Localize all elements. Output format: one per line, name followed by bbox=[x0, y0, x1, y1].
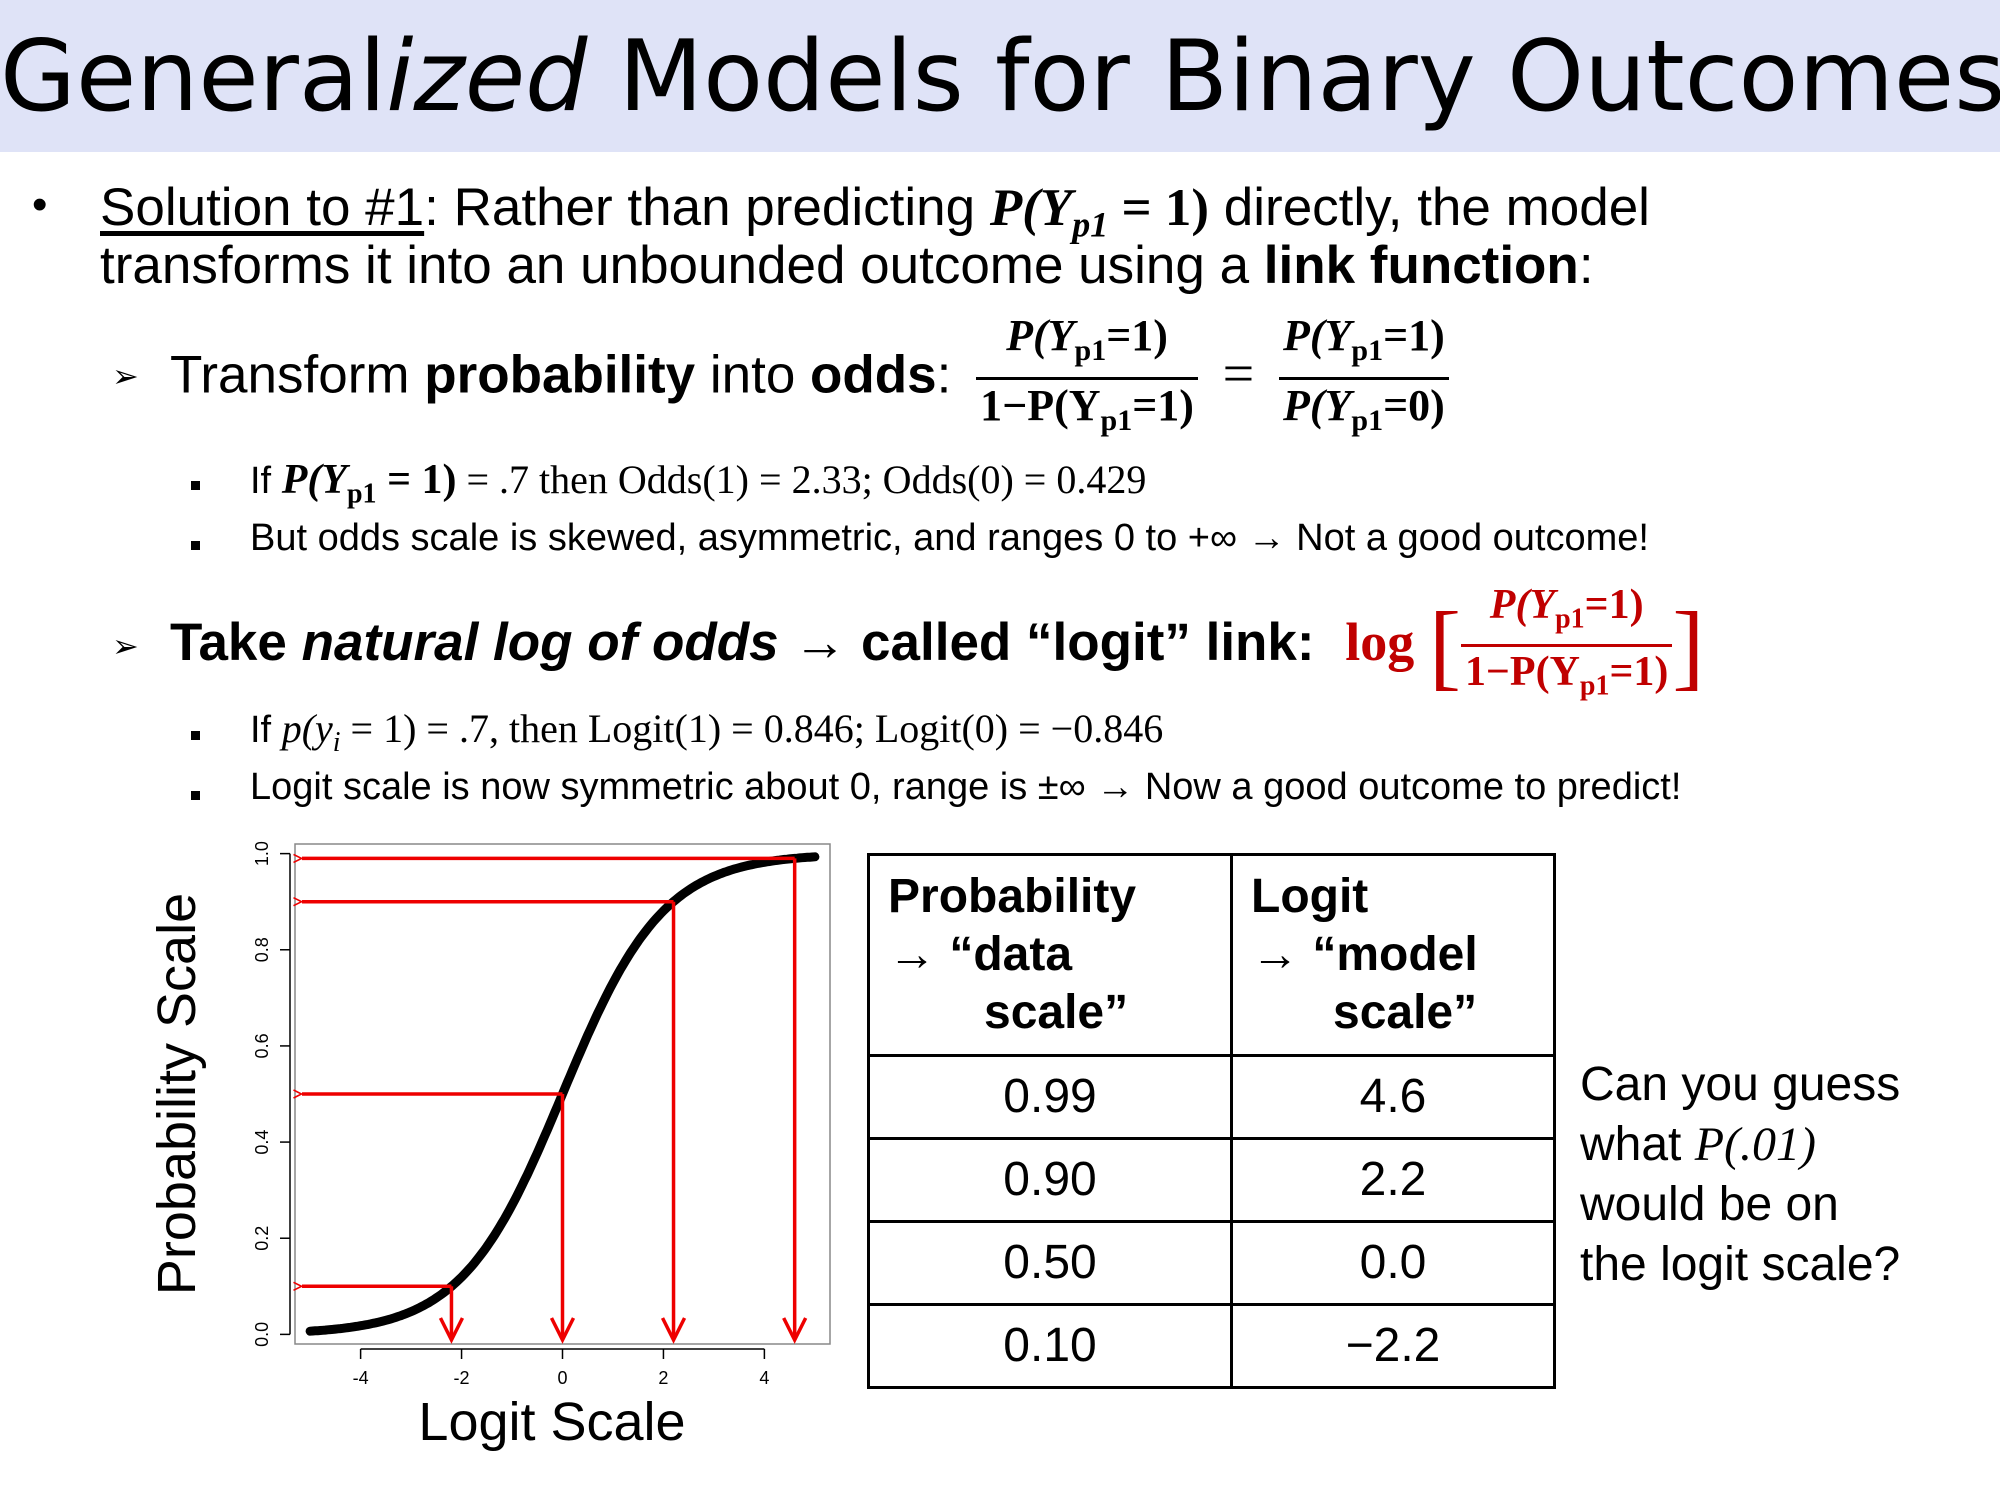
logit-fraction: P(Yp1=1) 1−P(Yp1=1) bbox=[1461, 580, 1673, 712]
header-probability: Probability → “data scale” bbox=[867, 853, 1233, 1057]
table-cell-logit: 0.0 bbox=[1230, 1220, 1556, 1306]
table-cell-probability: 0.10 bbox=[867, 1303, 1233, 1389]
sub-bullet-logit-example: If p(yi = 1) = .7, then Logit(1) = 0.846… bbox=[250, 706, 1164, 758]
table-cell-logit: 4.6 bbox=[1230, 1054, 1556, 1140]
x-tick-label: 0 bbox=[557, 1368, 567, 1388]
y-tick-label: 0.6 bbox=[252, 1033, 272, 1058]
logit-probability-chart: 0.0 0.2 0.4 0.6 0.8 1.0 -4 -2 0 2 4 Probability S… bbox=[147, 841, 831, 1452]
x-tick-label: 4 bbox=[759, 1368, 769, 1388]
sub-bullet-logit-scale: Logit scale is now symmetric about 0, ra… bbox=[250, 766, 1682, 808]
sub-bullet-odds-scale: But odds scale is skewed, asymmetric, an… bbox=[250, 517, 1649, 559]
square-bullet bbox=[191, 731, 200, 740]
y-tick-label: 0.2 bbox=[252, 1226, 272, 1251]
bullet-dot: • bbox=[32, 180, 48, 229]
y-tick-label: 1.0 bbox=[252, 841, 272, 866]
table-row: 0.50 0.0 bbox=[867, 1220, 1556, 1306]
table-cell-probability: 0.99 bbox=[867, 1054, 1233, 1140]
table-row: 0.90 2.2 bbox=[867, 1137, 1556, 1223]
title-bar bbox=[0, 0, 2000, 152]
table-cell-logit: −2.2 bbox=[1230, 1303, 1556, 1389]
odds-fraction-1: P(Yp1=1) 1−P(Yp1=1) bbox=[976, 310, 1198, 447]
square-bullet bbox=[191, 791, 200, 800]
arrow-head bbox=[438, 1317, 465, 1344]
arrow-head bbox=[782, 1317, 808, 1344]
sub-bullet-odds-example: If P(Yp1 = 1) = .7 then Odds(1) = 2.33; … bbox=[250, 457, 1147, 510]
arrow-head bbox=[549, 1317, 576, 1344]
odds-fraction-2: P(Yp1=1) P(Yp1=0) bbox=[1279, 310, 1449, 447]
y-tick-label: 0.8 bbox=[252, 937, 272, 962]
square-bullet bbox=[191, 481, 200, 490]
side-question: Can you guess what P(.01) would be on th… bbox=[1580, 1058, 1901, 1291]
square-bullet bbox=[191, 541, 200, 550]
table-cell-probability: 0.50 bbox=[867, 1220, 1233, 1306]
table-header-row: Probability → “data scale” Logit → “mode… bbox=[867, 853, 1556, 1057]
y-tick-label: 0.0 bbox=[252, 1322, 272, 1347]
y-tick-label: 0.4 bbox=[252, 1130, 272, 1155]
arrow-bullet-icon: ➢ bbox=[112, 358, 139, 394]
header-logit: Logit → “model scale” bbox=[1230, 853, 1556, 1057]
table-cell-logit: 2.2 bbox=[1230, 1137, 1556, 1223]
slide-title: Generalized Models for Binary Outcomes bbox=[0, 20, 2000, 134]
bullet1-line1: Solution to #1: Rather than predicting P… bbox=[100, 178, 1650, 245]
table-cell-probability: 0.90 bbox=[867, 1137, 1233, 1223]
bullet3-line: Take natural log of odds → called “logit… bbox=[170, 580, 1704, 712]
bullet1-line2: transforms it into an unbounded outcome … bbox=[100, 236, 1594, 295]
x-axis-label: Logit Scale bbox=[418, 1392, 685, 1452]
x-tick-label: -4 bbox=[353, 1368, 369, 1388]
arrow-head bbox=[660, 1317, 687, 1344]
table-row: 0.10 −2.2 bbox=[867, 1303, 1556, 1389]
y-axis-label: Probability Scale bbox=[147, 893, 207, 1295]
arrow-bullet-icon: ➢ bbox=[112, 628, 139, 664]
x-tick-label: -2 bbox=[454, 1368, 470, 1388]
table-row: 0.99 4.6 bbox=[867, 1054, 1556, 1140]
probability-logit-table: Probability → “data scale” Logit → “mode… bbox=[867, 853, 1556, 1389]
x-tick-label: 2 bbox=[658, 1368, 668, 1388]
bullet2-line: Transform probability into odds: P(Yp1=1… bbox=[170, 310, 1449, 447]
